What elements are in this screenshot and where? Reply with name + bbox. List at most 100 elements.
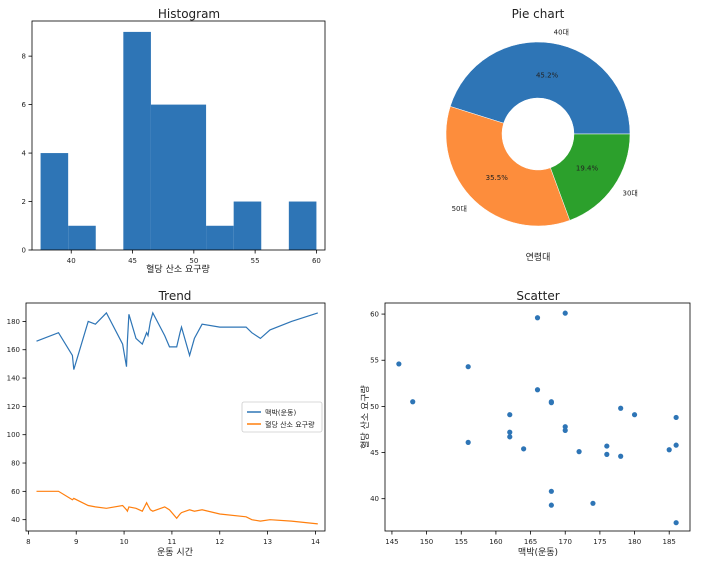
- trend-y-tick-label: 180: [7, 318, 20, 326]
- pie-slice-label: 30대: [623, 189, 638, 197]
- scatter-y-tick-label: 50: [370, 403, 379, 411]
- trend-y-tick-label: 80: [11, 460, 20, 468]
- histogram-x-tick-label: 55: [251, 257, 260, 265]
- histogram-panel: Histogram 40 45 50 55 60 0 2 4 6 8 혈당 산소 요구량: [22, 7, 326, 275]
- trend-line-oxygen: [36, 490, 318, 525]
- trend-x-tick-label: 10: [120, 538, 129, 546]
- histogram-bar: [206, 225, 234, 250]
- pie-slice-label: 50대: [452, 205, 467, 213]
- histogram-title: Histogram: [158, 7, 220, 21]
- histogram-x-tick-label: 40: [67, 257, 76, 265]
- scatter-point: [618, 453, 624, 459]
- scatter-point: [673, 520, 679, 526]
- histogram-x-label: 혈당 산소 요구량: [146, 263, 210, 275]
- scatter-y-label: 혈당 산소 요구량: [359, 385, 371, 449]
- histogram-bar: [150, 104, 179, 250]
- trend-legend: 맥박(운동) 혈당 산소 요구량: [241, 401, 323, 433]
- scatter-point: [562, 427, 568, 433]
- trend-x-label: 운동 시간: [157, 547, 193, 558]
- trend-x-tick-label: 12: [215, 538, 224, 546]
- scatter-x-tick-label: 180: [628, 538, 641, 546]
- scatter-y-tick-label: 40: [370, 495, 379, 503]
- scatter-point: [521, 446, 527, 452]
- trend-x-tick-label: 9: [74, 538, 78, 546]
- pie-slice-percent: 45.2%: [536, 71, 559, 79]
- scatter-x-label: 맥박(운동): [518, 547, 558, 558]
- pie-slice-label: 40대: [554, 29, 569, 37]
- trend-x-tick-label: 8: [26, 538, 30, 546]
- histogram-y-tick-label: 0: [22, 247, 26, 255]
- trend-x-tick-label: 11: [167, 538, 176, 546]
- scatter-point: [548, 400, 554, 406]
- scatter-x-tick-label: 155: [455, 538, 468, 546]
- scatter-point: [507, 429, 513, 435]
- scatter-points: [396, 310, 679, 526]
- trend-lines: [36, 311, 318, 525]
- trend-y-tick-label: 60: [11, 488, 20, 496]
- trend-y-tick-label: 100: [7, 431, 20, 439]
- scatter-y-ticks: 40 45 50 55 60: [370, 311, 385, 503]
- scatter-point: [562, 310, 568, 316]
- trend-x-ticks: 8 9 10 11 12 13 14: [26, 531, 320, 546]
- trend-x-tick-label: 14: [311, 538, 320, 546]
- pie-panel: Pie chart 40대 45.2% 50대 35.5% 30대 19.4% 연령대: [445, 7, 638, 263]
- scatter-point: [604, 451, 610, 457]
- scatter-point: [465, 439, 471, 445]
- pie-x-label: 연령대: [526, 251, 551, 263]
- scatter-x-ticks: 145 150 155 160 165 170 175 180 185: [385, 531, 676, 546]
- scatter-y-tick-label: 45: [370, 449, 379, 457]
- pie-slices: 40대 45.2% 50대 35.5% 30대 19.4%: [445, 29, 638, 227]
- scatter-point: [673, 442, 679, 448]
- pie-title: Pie chart: [512, 7, 565, 21]
- scatter-x-tick-label: 185: [663, 538, 676, 546]
- trend-y-tick-label: 120: [7, 403, 20, 411]
- scatter-x-tick-label: 175: [593, 538, 606, 546]
- scatter-point: [396, 361, 402, 367]
- histogram-bar: [40, 153, 69, 250]
- histogram-bars: [40, 31, 317, 251]
- scatter-point: [410, 399, 416, 405]
- histogram-y-tick-label: 4: [22, 150, 27, 158]
- trend-axes-frame: [25, 302, 326, 532]
- histogram-bar: [178, 104, 207, 250]
- scatter-point: [673, 414, 679, 421]
- scatter-axes-frame: [384, 302, 691, 532]
- scatter-point: [604, 443, 610, 449]
- scatter-y-tick-label: 55: [370, 357, 379, 365]
- scatter-point: [590, 500, 596, 506]
- scatter-point: [562, 424, 568, 430]
- histogram-y-tick-label: 6: [22, 101, 27, 109]
- scatter-point: [534, 315, 541, 321]
- scatter-point: [548, 488, 554, 494]
- scatter-x-tick-label: 165: [524, 538, 537, 546]
- trend-y-tick-label: 160: [7, 346, 20, 354]
- scatter-point: [666, 447, 672, 453]
- trend-y-ticks: 40 60 80 100 120 140 160 180: [7, 318, 26, 524]
- histogram-x-tick-label: 60: [312, 257, 321, 265]
- pie-slice: [550, 133, 631, 221]
- histogram-x-ticks: 40 45 50 55 60: [67, 250, 321, 265]
- histogram-x-tick-label: 50: [189, 257, 198, 265]
- scatter-point: [507, 434, 513, 440]
- trend-y-tick-label: 40: [11, 516, 20, 524]
- scatter-title: Scatter: [516, 289, 559, 303]
- scatter-point: [631, 412, 638, 418]
- histogram-y-tick-label: 8: [22, 53, 26, 61]
- histogram-y-tick-label: 2: [22, 198, 26, 206]
- histogram-bar: [68, 225, 96, 250]
- pie-slice: [449, 41, 631, 135]
- scatter-x-tick-label: 145: [385, 538, 398, 546]
- scatter-x-tick-label: 150: [420, 538, 433, 546]
- trend-title: Trend: [158, 289, 192, 303]
- histogram-y-ticks: 0 2 4 6 8: [22, 53, 32, 255]
- scatter-panel: Scatter 145 150 155 160 165 170 175 180 185 40 45…: [359, 289, 691, 558]
- trend-legend-box: [241, 401, 323, 433]
- scatter-x-tick-label: 170: [559, 538, 572, 546]
- trend-line-pulse: [36, 311, 318, 370]
- scatter-x-tick-label: 160: [489, 538, 502, 546]
- pie-slice-percent: 35.5%: [486, 174, 509, 182]
- trend-x-tick-label: 13: [263, 538, 272, 546]
- histogram-bar: [288, 201, 317, 250]
- scatter-point: [465, 364, 471, 370]
